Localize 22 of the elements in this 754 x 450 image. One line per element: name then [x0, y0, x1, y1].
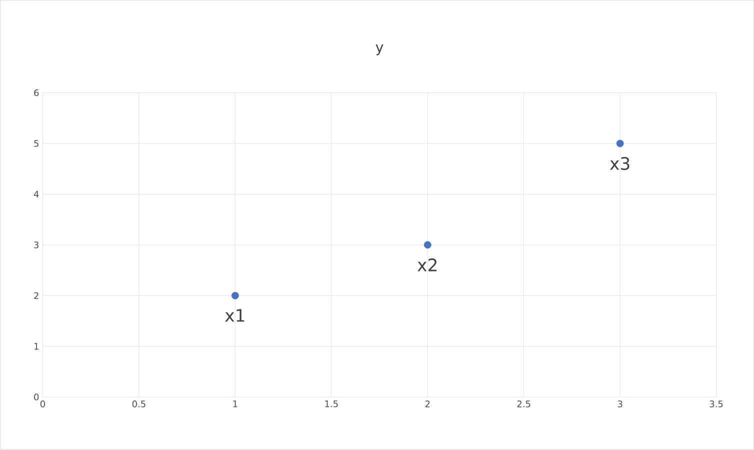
x-tick-label: 1	[233, 400, 238, 408]
annotation: x3	[610, 157, 630, 170]
x-tick-label: 0.5	[132, 400, 146, 408]
y-tick-label: 5	[34, 140, 38, 147]
x-tick-label: 3.5	[710, 400, 723, 408]
y-tick-label: 0	[34, 394, 39, 401]
x-tick-label: 2.5	[517, 400, 530, 408]
y-tick-label: 3	[34, 242, 38, 248]
y-tick-label: 6	[34, 89, 39, 96]
x-tick-label: 0	[40, 400, 45, 408]
chart-title: y	[376, 44, 384, 56]
annotation: x1	[225, 309, 244, 322]
point	[616, 140, 624, 148]
x-tick-label: 1.5	[325, 400, 338, 408]
y-tick-label: 2	[34, 292, 38, 300]
x-tick-label: 2	[425, 400, 430, 408]
point	[424, 241, 432, 249]
y-tick-label: 1	[34, 343, 38, 350]
x-tick-label: 3	[618, 400, 622, 408]
y-tick-label: 4	[34, 191, 39, 198]
annotation: x2	[418, 258, 436, 272]
point	[231, 292, 239, 300]
